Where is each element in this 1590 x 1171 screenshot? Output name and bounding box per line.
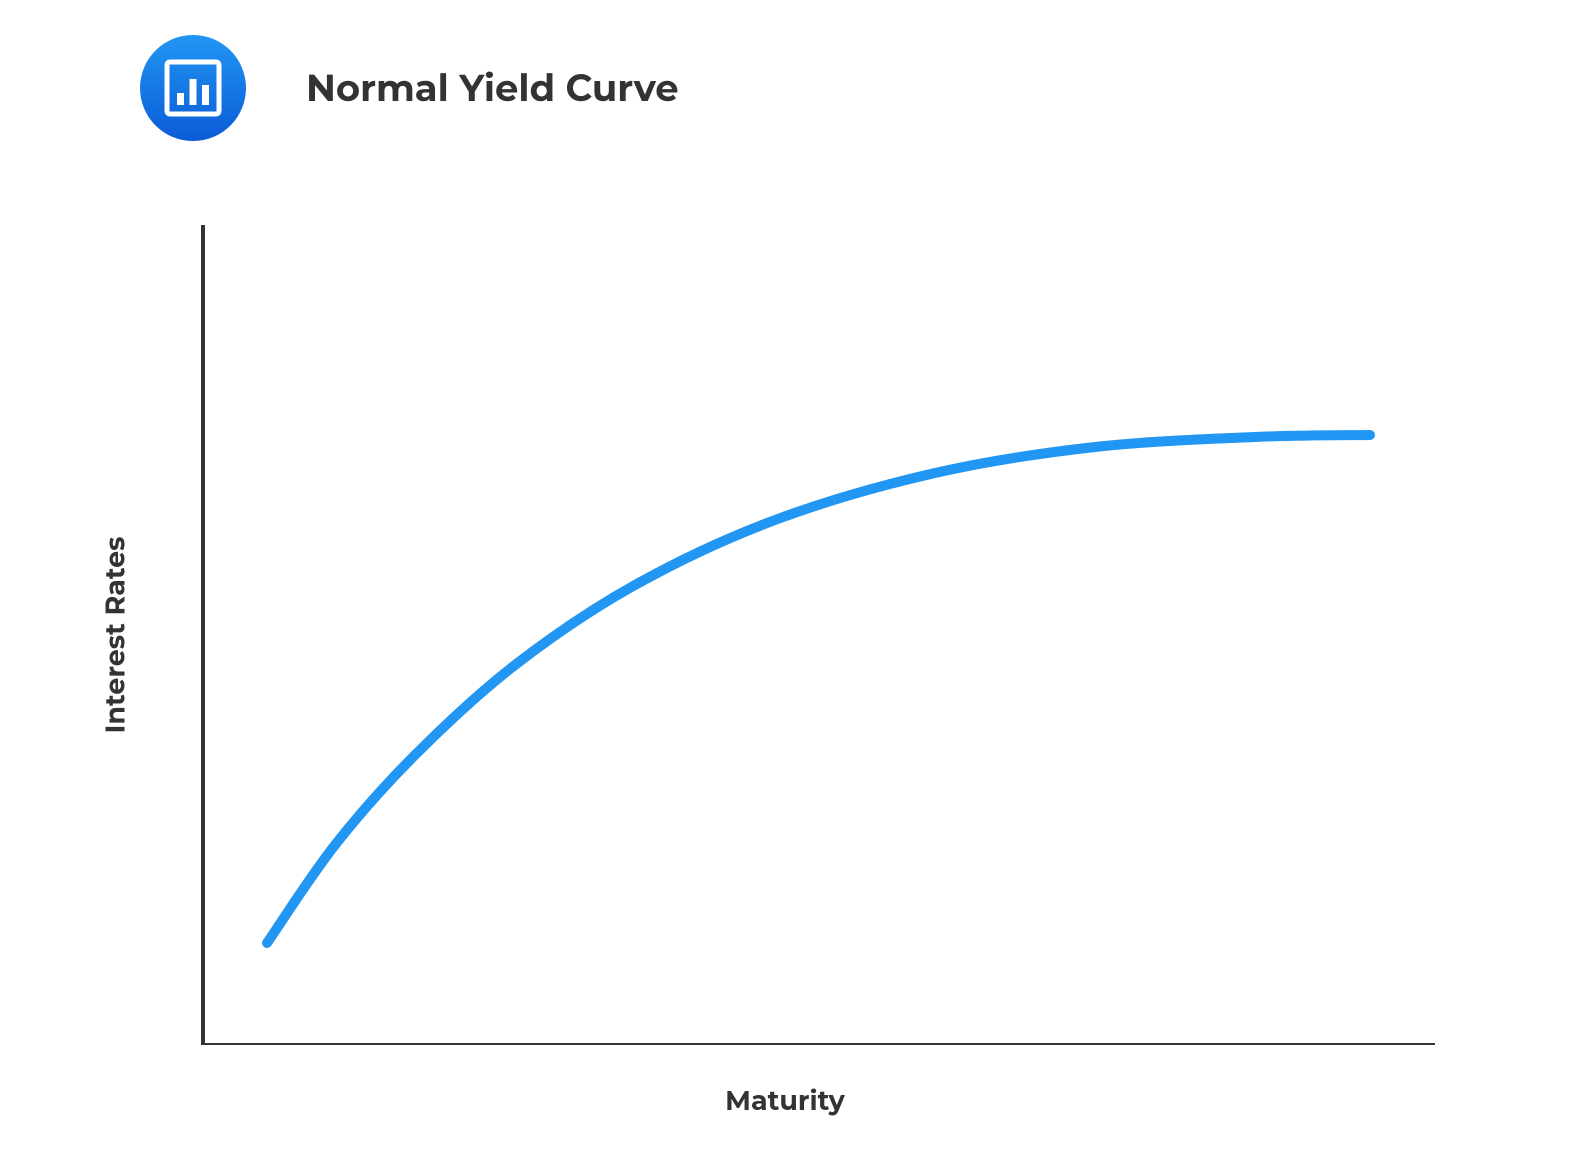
chart-header: Normal Yield Curve [140, 35, 679, 141]
yield-curve-chart [135, 225, 1435, 1045]
x-axis-label: Maturity [725, 1084, 845, 1117]
bar-chart-icon [140, 35, 246, 141]
y-axis-label: Interest Rates [99, 536, 132, 733]
chart-area: Interest Rates Maturity [135, 225, 1435, 1045]
chart-title: Normal Yield Curve [306, 66, 679, 111]
